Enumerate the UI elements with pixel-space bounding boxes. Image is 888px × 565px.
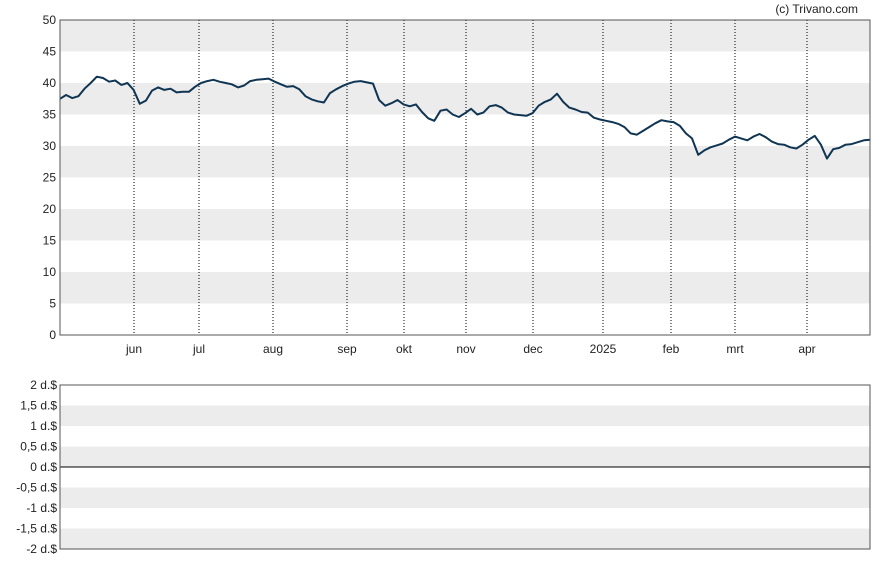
price-x-tick-label: dec (523, 342, 542, 356)
price-band (60, 209, 870, 241)
dividend-y-tick-label: -0,5 d.$ (16, 481, 57, 495)
price-y-tick-label: 50 (43, 13, 57, 27)
dividend-chart-bands (60, 405, 870, 549)
dividend-chart-y-axis: -2 d.$ -1,5 d.$ -1 d.$ -0,5 d.$ 0 d.$ 0,5 d.$… (16, 378, 57, 556)
dividend-y-tick-label: 2 d.$ (30, 378, 57, 392)
price-x-tick-label: jun (125, 342, 142, 356)
price-x-tick-label: feb (663, 342, 680, 356)
price-y-tick-label: 0 (49, 328, 56, 342)
price-x-tick-label: okt (396, 342, 413, 356)
dividend-y-tick-label: 1 d.$ (30, 419, 57, 433)
price-y-tick-label: 20 (43, 202, 57, 216)
dividend-band (60, 487, 870, 508)
price-y-tick-label: 15 (43, 234, 57, 248)
credit-text: (c) Trivano.com (775, 2, 858, 16)
price-y-tick-label: 40 (43, 76, 57, 90)
price-series-line (59, 75, 871, 160)
price-chart-y-axis: 0 5 10 15 20 25 30 35 40 45 50 (43, 13, 57, 342)
dividend-band (60, 405, 870, 426)
price-y-tick-label: 5 (49, 297, 56, 311)
dividend-y-tick-label: -2 d.$ (26, 542, 57, 556)
dividend-chart-frame (59, 384, 871, 550)
dividend-y-tick-label: 1,5 d.$ (20, 399, 57, 413)
price-y-tick-label: 35 (43, 108, 57, 122)
price-y-tick-label: 25 (43, 171, 57, 185)
price-chart-frame (59, 19, 871, 336)
price-band (60, 20, 870, 52)
price-x-tick-label: sep (337, 342, 357, 356)
price-x-tick-label: apr (798, 342, 815, 356)
price-chart-bands (60, 20, 870, 304)
price-band (60, 272, 870, 304)
price-x-tick-label: nov (456, 342, 475, 356)
price-y-tick-label: 30 (43, 139, 57, 153)
dividend-y-tick-label: -1,5 d.$ (16, 522, 57, 536)
price-y-tick-label: 45 (43, 45, 57, 59)
price-x-tick-label: aug (263, 342, 283, 356)
dividend-y-tick-label: 0,5 d.$ (20, 440, 57, 454)
price-band (60, 83, 870, 115)
price-x-tick-label: 2025 (590, 342, 617, 356)
price-x-tick-label: jul (192, 342, 205, 356)
dividend-band (60, 528, 870, 549)
dividend-band (60, 446, 870, 467)
price-y-tick-label: 10 (43, 265, 57, 279)
dividend-y-tick-label: 0 d.$ (30, 460, 57, 474)
price-x-tick-label: mrt (726, 342, 744, 356)
price-chart-x-axis: jun jul aug sep okt nov dec 2025 feb mrt apr (125, 342, 816, 356)
price-band (60, 146, 870, 178)
dividend-chart: -2 d.$ -1,5 d.$ -1 d.$ -0,5 d.$ 0 d.$ 0,5 d.$… (16, 378, 871, 556)
dividend-y-tick-label: -1 d.$ (26, 501, 57, 515)
